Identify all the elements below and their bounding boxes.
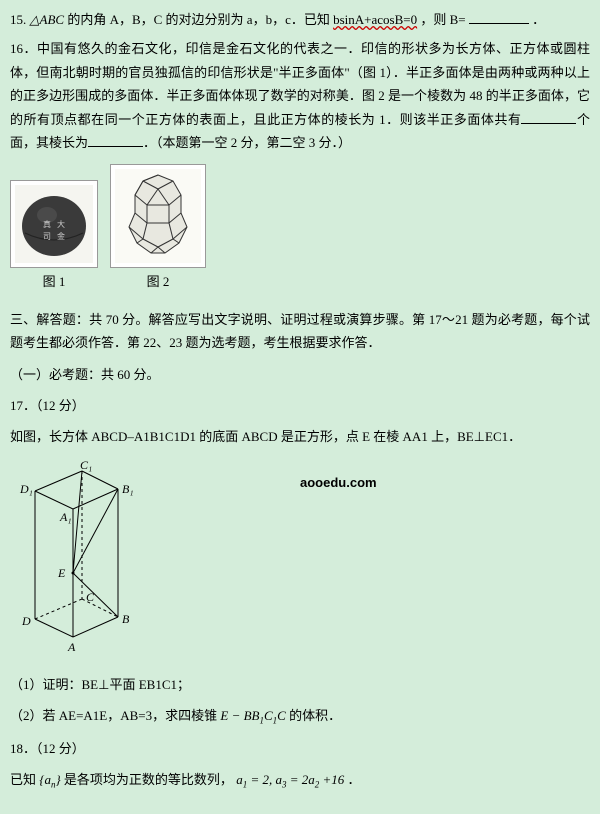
label-D: D (21, 614, 31, 628)
section-3-sub1: （一）必考题：共 60 分。 (10, 363, 590, 386)
svg-text:大: 大 (57, 219, 65, 229)
q15-period: ． (532, 12, 545, 27)
figure-1-image: 真 大 司 金 (15, 185, 93, 263)
q17-part2-end: 的体积． (289, 708, 341, 723)
q18-text-prefix: 已知 (10, 772, 36, 787)
label-C1: C₁ (80, 461, 92, 472)
q15-blank (469, 10, 529, 24)
q18-period: ． (348, 772, 361, 787)
q15-triangle: △ABC (30, 12, 65, 27)
figure-2-box (110, 164, 206, 268)
watermark: aooedu.com (300, 471, 377, 494)
figure-1-caption: 图 1 (10, 270, 98, 293)
q16-text3: ．（本题第一空 2 分，第二空 3 分．） (143, 135, 351, 150)
q18-prefix: 18．（12 分） (10, 737, 590, 760)
figure-2-caption: 图 2 (110, 270, 206, 293)
q17-figure-container: D₁ C₁ B₁ A₁ E D A B C aooedu.com (10, 461, 590, 661)
q17-part1: （1）证明：BE⊥平面 EB1C1； (10, 673, 590, 696)
q17-part2-formula: E − BB1C1C (220, 708, 285, 723)
label-A1: A₁ (59, 510, 72, 524)
q18-seq: {an} (39, 772, 60, 787)
q15-text1: 的内角 A，B，C 的对边分别为 a，b，c．已知 (67, 12, 330, 27)
figure-1-container: 真 大 司 金 图 1 (10, 180, 98, 293)
question-15: 15. △ABC 的内角 A，B，C 的对边分别为 a，b，c．已知 bsinA… (10, 8, 590, 31)
section-3-title: 三、解答题：共 70 分。解答应写出文字说明、证明过程或演算步骤。第 17～21… (10, 308, 590, 355)
q17-text: 如图，长方体 ABCD–A1B1C1D1 的底面 ABCD 是正方形，点 E 在… (10, 425, 590, 448)
q17-prefix: 17．（12 分） (10, 394, 590, 417)
q15-formula: bsinA+acosB=0 (333, 12, 417, 27)
q18-text: 已知 {an} 是各项均为正数的等比数列， a1 = 2, a3 = 2a2 +… (10, 768, 590, 793)
q17-part1-text: BE⊥平面 EB1C1； (82, 677, 190, 692)
q16-blank2 (88, 133, 143, 147)
svg-text:司: 司 (43, 232, 51, 241)
q16-prefix: 16． (10, 41, 37, 56)
q18-text-mid: 是各项均为正数的等比数列， (64, 772, 233, 787)
figure-row-1: 真 大 司 金 图 1 图 2 (10, 164, 590, 293)
q16-blank1 (521, 110, 576, 124)
q17-part2-label: （2）若 AE=A1E，AB=3，求四棱锥 (10, 708, 217, 723)
cuboid-figure: D₁ C₁ B₁ A₁ E D A B C (10, 461, 150, 661)
figure-1-box: 真 大 司 金 (10, 180, 98, 268)
q17-part2: （2）若 AE=A1E，AB=3，求四棱锥 E − BB1C1C 的体积． (10, 704, 590, 729)
label-C: C (86, 590, 95, 604)
label-A: A (67, 640, 76, 654)
figure-2-container: 图 2 (110, 164, 206, 293)
q16-text: 中国有悠久的金石文化，印信是金石文化的代表之一．印信的形状多为长方体、正方体或圆… (10, 41, 590, 126)
q15-prefix: 15. (10, 12, 26, 27)
q18-formula: a1 = 2, a3 = 2a2 +16 (236, 772, 344, 787)
q17-part1-label: （1）证明： (10, 677, 82, 692)
svg-text:金: 金 (57, 231, 65, 241)
svg-text:真: 真 (43, 219, 51, 229)
question-16: 16．中国有悠久的金石文化，印信是金石文化的代表之一．印信的形状多为长方体、正方… (10, 37, 590, 154)
figure-2-image (115, 169, 201, 263)
label-B: B (122, 612, 130, 626)
q15-text2: ，则 B= (420, 12, 465, 27)
label-E: E (57, 566, 66, 580)
label-D1: D₁ (19, 482, 33, 496)
label-B1: B₁ (122, 482, 134, 496)
